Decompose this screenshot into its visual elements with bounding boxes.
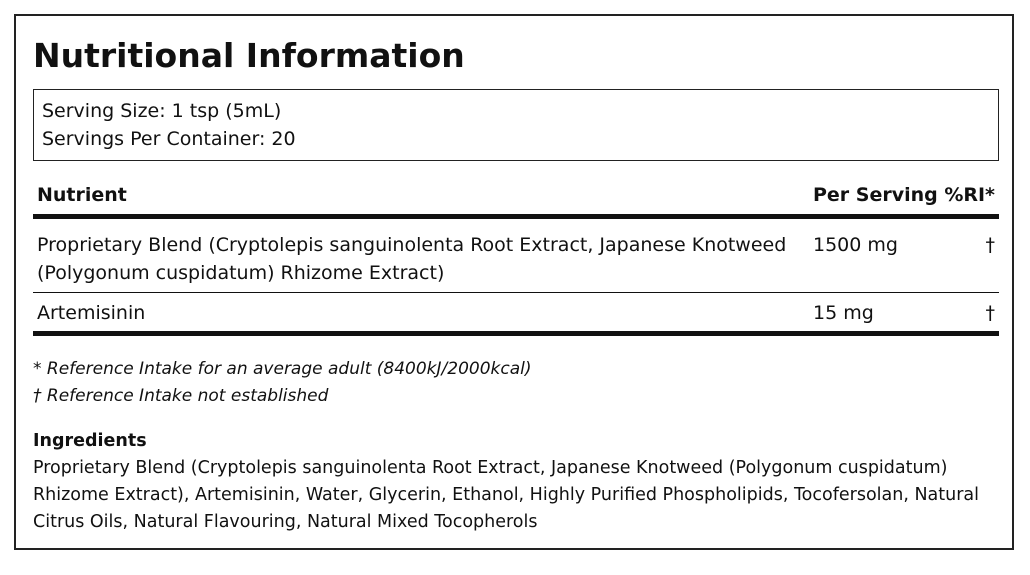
nutrition-panel: Nutritional Information Serving Size: 1 …	[14, 14, 1014, 550]
header-cell: %RI*	[944, 184, 995, 206]
ingredients-heading: Ingredients	[33, 431, 147, 451]
table-row: Artemisinin 15 mg †	[33, 293, 999, 336]
header-cell: Per Serving	[813, 184, 938, 206]
servings-per-container: Servings Per Container: 20	[42, 128, 296, 150]
ingredients: Ingredients Proprietary Blend (Cryptolep…	[33, 428, 999, 536]
header-cell: Nutrient	[37, 184, 127, 206]
cell: Artemisinin	[37, 302, 146, 324]
table-row: Proprietary Blend (Cryptolepis sanguinol…	[33, 219, 999, 293]
nutrient-table: Nutrient Per Serving %RI* Proprietary Bl…	[33, 178, 999, 336]
cell: †	[985, 234, 996, 256]
table-header: Nutrient Per Serving %RI*	[33, 178, 999, 219]
cell: 1500 mg	[813, 234, 898, 256]
serving-size: Serving Size: 1 tsp (5mL)	[42, 100, 282, 122]
title: Nutritional Information	[33, 36, 465, 75]
cell: Proprietary Blend (Cryptolepis sanguinol…	[37, 234, 787, 284]
cell: †	[985, 302, 996, 324]
cell: 15 mg	[813, 302, 874, 324]
footnote: * Reference Intake for an average adult …	[33, 359, 532, 379]
serving-box: Serving Size: 1 tsp (5mL) Servings Per C…	[33, 89, 999, 161]
ingredients-text: Proprietary Blend (Cryptolepis sanguinol…	[33, 458, 980, 532]
footnote: † Reference Intake not established	[33, 386, 329, 406]
footnotes: * Reference Intake for an average adult …	[33, 356, 532, 410]
